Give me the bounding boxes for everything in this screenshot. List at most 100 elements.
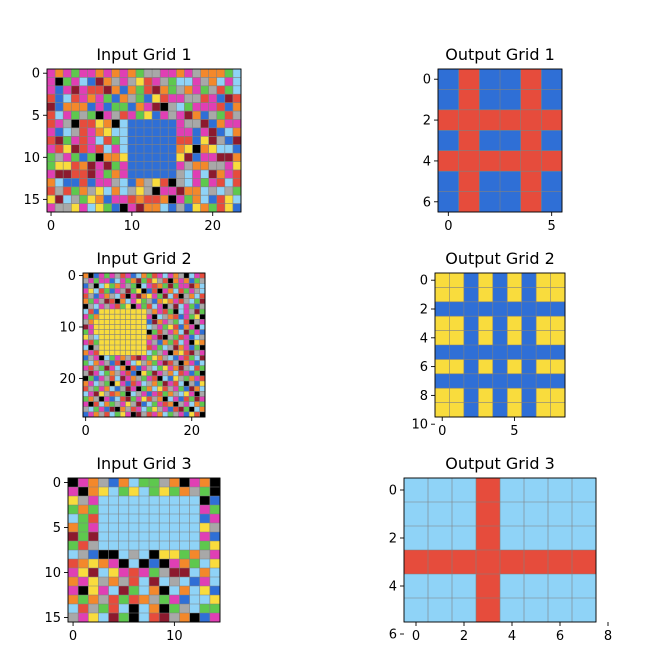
grid-cell <box>149 550 160 560</box>
grid-cell <box>524 502 549 527</box>
grid-cell <box>151 278 158 284</box>
grid-cell <box>173 355 179 361</box>
grid-cell <box>500 109 521 131</box>
grid-cell <box>103 69 112 78</box>
grid-cell <box>104 401 110 408</box>
grid-cell <box>492 373 508 389</box>
grid-cell <box>159 532 170 542</box>
grid-cell <box>463 345 479 360</box>
grid-cell <box>79 144 88 154</box>
grid-cell <box>189 505 201 515</box>
grid-cell <box>178 406 185 413</box>
grid-cell <box>63 119 72 129</box>
grid-cell <box>108 496 119 506</box>
grid-cell <box>98 505 109 515</box>
grid-cell <box>128 505 140 515</box>
grid-cell <box>157 273 163 279</box>
grid-cell <box>63 195 72 204</box>
grid-cell <box>160 169 169 179</box>
grid-cell <box>183 391 190 397</box>
grid-cell <box>71 77 80 87</box>
grid-cell <box>114 391 121 397</box>
grid-cell <box>144 94 153 103</box>
grid-cell <box>524 526 549 551</box>
grid-cell <box>232 94 242 103</box>
grid-cell <box>176 69 185 78</box>
grid-cell <box>130 273 137 279</box>
grid-cell <box>194 386 200 392</box>
grid-cell <box>144 186 153 196</box>
grid-cell <box>159 577 170 587</box>
grid-cell <box>224 119 234 129</box>
y-tick-label: 2 <box>420 303 428 318</box>
grid-cell <box>114 370 121 377</box>
grid-cell <box>130 370 137 377</box>
grid-cell <box>168 69 177 78</box>
grid-cell <box>192 203 201 213</box>
grid-cell <box>83 298 89 305</box>
grid-cell <box>68 532 79 542</box>
grid-cell <box>507 301 522 317</box>
grid-cell <box>144 169 153 179</box>
grid-cell <box>111 102 121 112</box>
grid-cell <box>78 550 89 560</box>
grid-cell <box>176 77 185 87</box>
grid-cell <box>47 77 56 87</box>
grid-cell <box>104 329 110 336</box>
axes-frame <box>403 477 597 623</box>
x-tick-label: 20 <box>183 424 200 439</box>
grid-cell <box>146 334 153 341</box>
grid-cell <box>428 478 453 503</box>
grid-cell <box>151 303 158 310</box>
grid-cell <box>209 559 221 569</box>
grid-cell <box>104 273 110 279</box>
grid-cell <box>83 375 89 382</box>
grid-cell <box>548 574 573 599</box>
grid-cell <box>149 586 160 596</box>
grid-cell <box>47 178 56 188</box>
grid-cell <box>146 314 153 320</box>
grid-cell <box>135 111 145 120</box>
grid-cell <box>68 595 79 605</box>
grid-cell <box>63 186 72 196</box>
grid-cell <box>128 595 140 605</box>
grid-cell <box>71 111 80 120</box>
grid-cell <box>98 514 109 524</box>
grid-cell <box>136 334 142 341</box>
grid-cell <box>130 293 137 300</box>
grid-cell <box>404 502 429 527</box>
grid-cell <box>114 329 121 336</box>
grid-cell <box>103 111 112 120</box>
grid-cell <box>176 169 185 179</box>
grid-cell <box>199 360 206 366</box>
grid-cell <box>104 309 110 315</box>
grid-cell <box>178 386 185 392</box>
grid-cell <box>79 186 88 196</box>
grid-cell <box>120 391 126 397</box>
grid-cell <box>128 568 140 578</box>
grid-cell <box>120 370 126 377</box>
grid-cell <box>93 329 100 336</box>
grid-cell <box>88 298 94 305</box>
grid-cell <box>157 391 163 397</box>
grid-cell <box>103 161 112 171</box>
grid-cell <box>88 314 94 320</box>
grid-cell <box>189 355 195 361</box>
grid-cell <box>109 386 116 392</box>
grid-cell <box>200 161 209 171</box>
grid-cell <box>199 329 206 336</box>
grid-cell <box>194 303 200 310</box>
grid-cell <box>141 350 147 356</box>
x-tick-label: 20 <box>204 219 221 234</box>
grid-cell <box>135 161 145 171</box>
grid-cell <box>135 186 145 196</box>
grid-cell <box>524 550 549 575</box>
grid-cell <box>194 283 200 289</box>
grid-cell <box>141 360 147 366</box>
grid-cell <box>478 345 494 360</box>
grid-cell <box>83 329 89 336</box>
grid-cell <box>189 559 201 569</box>
grid-cell <box>521 359 537 375</box>
grid-cell <box>138 577 150 587</box>
grid-cell <box>104 365 110 372</box>
